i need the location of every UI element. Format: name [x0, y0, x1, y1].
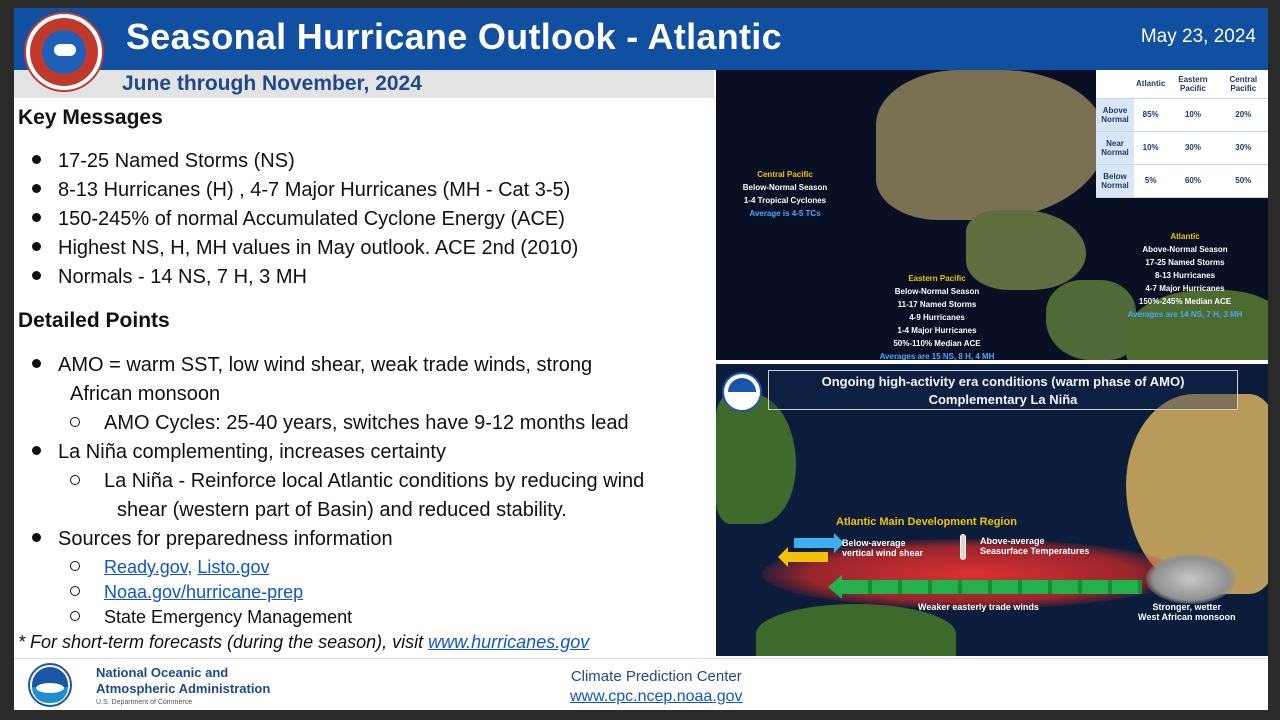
outlook-map: Atlantic Eastern Pacific Central Pacific…	[716, 70, 1268, 360]
table-header-atlantic: Atlantic	[1134, 70, 1168, 99]
sources-sub-ready: Ready.gov, Listo.gov	[70, 557, 269, 578]
noaa-department: U.S. Department of Commerce	[96, 699, 193, 706]
trade-wind-label: Weaker easterly trade winds	[918, 602, 1039, 612]
americas-land	[716, 394, 796, 524]
key-bullet-3: 150-245% of normal Accumulated Cyclone E…	[32, 208, 565, 231]
south-america-land	[756, 604, 956, 656]
table-row: Below Normal 5% 60% 50%	[1096, 164, 1268, 199]
noaa-logo-icon	[28, 663, 72, 707]
page-title: Seasonal Hurricane Outlook - Atlantic	[126, 16, 782, 57]
subtitle-bar: June through November, 2024	[14, 70, 714, 98]
table-header-blank	[1096, 70, 1134, 99]
lanina-sub-cont: shear (western part of Basin) and reduce…	[117, 499, 567, 521]
monsoon-cloud-icon	[1146, 554, 1236, 604]
nws-logo-icon	[24, 12, 104, 92]
sources-sub-noaa: Noaa.gov/hurricane-prep	[70, 582, 303, 603]
table-header-eastern: Eastern Pacific	[1167, 70, 1219, 99]
key-messages-heading: Key Messages	[18, 106, 163, 129]
conditions-map: Ongoing high-activity era conditions (wa…	[716, 364, 1268, 656]
thermometer-icon	[960, 534, 966, 560]
mexico-land	[966, 210, 1086, 290]
noaa-prep-link[interactable]: Noaa.gov/hurricane-prep	[104, 582, 304, 602]
footer: National Oceanic and Atmospheric Adminis…	[14, 658, 1268, 710]
era-conditions-box: Ongoing high-activity era conditions (wa…	[768, 370, 1238, 410]
central-pacific-summary: Central Pacific Below-Normal Season 1-4 …	[742, 170, 828, 218]
amo-bullet-cont: African monsoon	[70, 383, 221, 405]
table-header-central: Central Pacific	[1218, 70, 1268, 99]
noaa-name: National Oceanic and Atmospheric Adminis…	[96, 665, 271, 696]
central-america-land	[1046, 280, 1136, 360]
south-america-land	[1126, 290, 1268, 360]
key-bullet-5: Normals - 14 NS, 7 H, 3 MH	[32, 266, 307, 289]
noaa-badge-icon	[722, 372, 762, 412]
date-label: May 23, 2024	[1140, 26, 1256, 47]
cpc-block: Climate Prediction Center www.cpc.ncep.n…	[570, 667, 743, 707]
trade-wind-arrow-icon	[828, 575, 1142, 599]
north-america-land	[876, 70, 1106, 220]
listo-gov-link[interactable]: Listo.gov	[197, 557, 270, 577]
atlantic-summary: Atlantic Above-Normal Season 17-25 Named…	[1127, 232, 1243, 319]
ready-gov-link[interactable]: Ready.gov,	[104, 557, 193, 577]
mdr-region	[762, 539, 1182, 609]
cpc-name: Climate Prediction Center	[570, 668, 742, 685]
arrow-right-icon	[794, 533, 844, 553]
sources-bullet: Sources for preparedness information	[32, 528, 393, 551]
mdr-title: Atlantic Main Development Region	[836, 516, 1017, 528]
screen-bottom-bar	[0, 710, 1280, 720]
shear-label: Below-average vertical wind shear	[842, 538, 924, 558]
detailed-points-heading: Detailed Points	[18, 309, 170, 332]
arrow-left-icon	[778, 547, 828, 567]
table-row: Near Normal 10% 30% 30%	[1096, 131, 1268, 165]
probability-table: Atlantic Eastern Pacific Central Pacific…	[1096, 70, 1268, 199]
key-bullet-1: 17-25 Named Storms (NS)	[32, 150, 295, 173]
amo-bullet: AMO = warm SST, low wind shear, weak tra…	[32, 354, 592, 377]
slide: Seasonal Hurricane Outlook - Atlantic Ma…	[14, 8, 1268, 710]
table-row: Above Normal 85% 10% 20%	[1096, 98, 1268, 132]
sst-label: Above-average Seasurface Temperatures	[980, 536, 1090, 556]
header-bar: Seasonal Hurricane Outlook - Atlantic Ma…	[14, 8, 1268, 70]
cpc-link[interactable]: www.cpc.ncep.noaa.gov	[570, 688, 743, 705]
monsoon-label: Stronger, wetter West African monsoon	[1138, 602, 1236, 622]
amo-sub: AMO Cycles: 25-40 years, switches have 9…	[70, 412, 629, 435]
subtitle: June through November, 2024	[122, 72, 422, 95]
hurricanes-gov-link[interactable]: www.hurricanes.gov	[428, 632, 590, 652]
key-bullet-2: 8-13 Hurricanes (H) , 4-7 Major Hurrican…	[32, 179, 570, 202]
footnote: * For short-term forecasts (during the s…	[18, 632, 590, 652]
key-bullet-4: Highest NS, H, MH values in May outlook.…	[32, 237, 578, 260]
lanina-bullet: La Niña complementing, increases certain…	[32, 441, 446, 464]
eastern-pacific-summary: Eastern Pacific Below-Normal Season 11-1…	[879, 274, 995, 360]
lanina-sub: La Niña - Reinforce local Atlantic condi…	[70, 470, 644, 493]
sources-sub-state: State Emergency Management	[70, 607, 352, 628]
